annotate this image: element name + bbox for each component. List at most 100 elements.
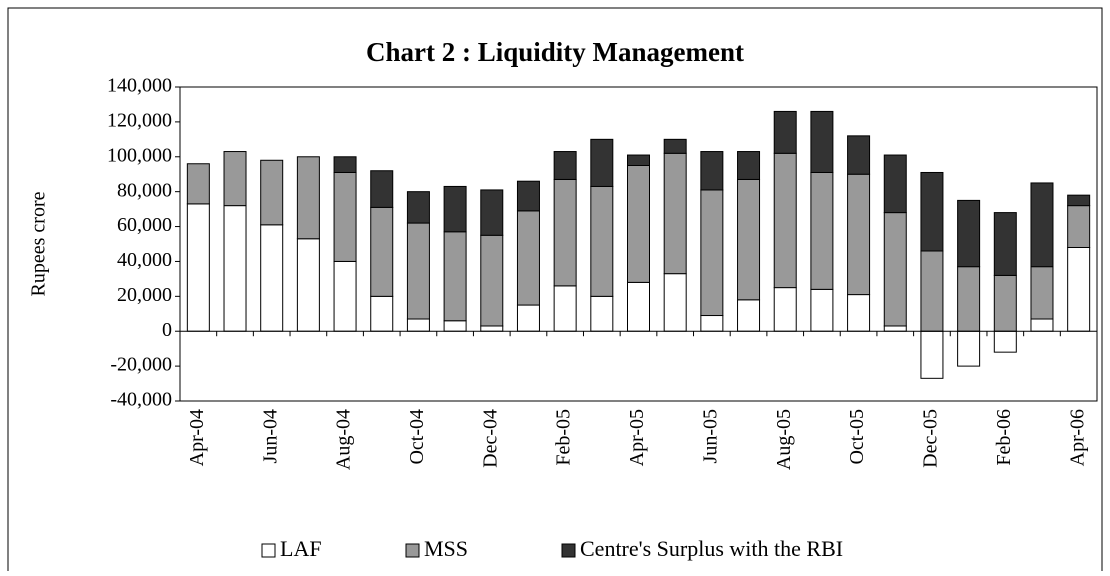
bar xyxy=(700,189,724,317)
bar xyxy=(223,205,247,332)
bar xyxy=(1030,266,1054,320)
x-tick-label: Feb-05 xyxy=(553,409,575,466)
bar xyxy=(1067,194,1091,207)
y-tick-label: -40,000 xyxy=(110,389,172,411)
x-tick-label: Jun-05 xyxy=(699,409,721,463)
bar xyxy=(516,180,540,212)
bar xyxy=(847,294,871,332)
bar xyxy=(737,178,761,301)
bar xyxy=(333,260,357,332)
bar xyxy=(700,315,724,332)
bar xyxy=(260,224,284,332)
bar xyxy=(957,330,981,367)
x-tick-label: Oct-04 xyxy=(406,409,428,465)
bar xyxy=(480,234,504,327)
bar xyxy=(443,231,467,322)
chart-title: Chart 2 : Liquidity Management xyxy=(366,37,744,67)
bar xyxy=(993,330,1017,353)
bar xyxy=(296,238,320,332)
y-tick-label: 0 xyxy=(162,319,172,341)
bar xyxy=(333,171,357,262)
bar xyxy=(1067,205,1091,248)
x-tick-label: Aug-05 xyxy=(773,409,795,470)
bar xyxy=(737,299,761,332)
bar xyxy=(553,285,577,332)
bar xyxy=(370,170,394,208)
y-tick-label: 80,000 xyxy=(117,179,172,201)
bar xyxy=(920,250,944,332)
bar xyxy=(516,304,540,332)
y-axis-title: Rupees crore xyxy=(28,191,50,296)
x-tick-label: Apr-06 xyxy=(1066,409,1088,466)
bar xyxy=(370,295,394,332)
bar xyxy=(590,138,614,187)
y-tick-label: 140,000 xyxy=(107,75,172,97)
bar xyxy=(516,210,540,306)
y-tick-label: 40,000 xyxy=(117,249,172,271)
bar xyxy=(480,325,504,332)
bar xyxy=(847,173,871,296)
y-tick-label: 120,000 xyxy=(107,109,172,131)
bar xyxy=(627,154,650,167)
bar xyxy=(957,266,981,332)
bar xyxy=(627,165,650,283)
bar xyxy=(700,151,724,191)
x-tick-label: Feb-06 xyxy=(993,409,1015,466)
bar xyxy=(920,171,944,252)
x-tick-label: Oct-05 xyxy=(846,409,868,465)
bar xyxy=(663,273,687,332)
bar xyxy=(406,222,430,320)
x-tick-label: Apr-05 xyxy=(626,409,648,466)
bar xyxy=(443,185,467,233)
bar xyxy=(847,135,871,175)
bar xyxy=(260,159,284,226)
bar xyxy=(737,151,761,180)
y-tick-label: -20,000 xyxy=(110,354,172,376)
bar xyxy=(553,178,577,287)
bar xyxy=(443,320,467,332)
legend-label: Centre's Surplus with the RBI xyxy=(580,536,843,561)
bar xyxy=(223,151,247,207)
bar xyxy=(1030,182,1054,268)
bar xyxy=(1030,318,1054,332)
bar xyxy=(773,152,797,289)
bar xyxy=(186,163,210,205)
bar xyxy=(590,185,614,297)
bar xyxy=(883,212,907,327)
bar xyxy=(627,281,650,332)
bar xyxy=(186,203,210,332)
bar xyxy=(663,138,687,154)
bar xyxy=(957,199,981,268)
x-tick-label: Jun-04 xyxy=(259,409,281,463)
x-tick-label: Dec-05 xyxy=(920,409,942,468)
legend-label: LAF xyxy=(280,536,322,561)
plot-area xyxy=(179,86,1098,402)
bar xyxy=(590,295,614,332)
y-tick-label: 100,000 xyxy=(107,144,172,166)
bar xyxy=(920,330,944,379)
legend-swatch xyxy=(261,543,276,558)
bar xyxy=(406,318,430,332)
bar xyxy=(406,191,430,224)
bar xyxy=(333,156,357,173)
bar xyxy=(773,110,797,154)
bar xyxy=(810,110,834,173)
bar xyxy=(883,325,907,332)
bar xyxy=(370,206,394,297)
bar xyxy=(773,287,797,332)
bar xyxy=(296,156,320,240)
legend-label: MSS xyxy=(424,536,468,561)
bar xyxy=(1067,246,1091,332)
bar xyxy=(993,212,1017,276)
y-tick-label: 60,000 xyxy=(117,214,172,236)
x-tick-label: Apr-04 xyxy=(186,409,208,466)
bar xyxy=(810,171,834,290)
bar xyxy=(553,151,577,180)
bar xyxy=(883,154,907,214)
bar xyxy=(993,274,1017,332)
bar xyxy=(480,189,504,236)
y-tick-label: 20,000 xyxy=(117,284,172,306)
bar xyxy=(810,288,834,332)
legend-swatch xyxy=(405,543,420,558)
